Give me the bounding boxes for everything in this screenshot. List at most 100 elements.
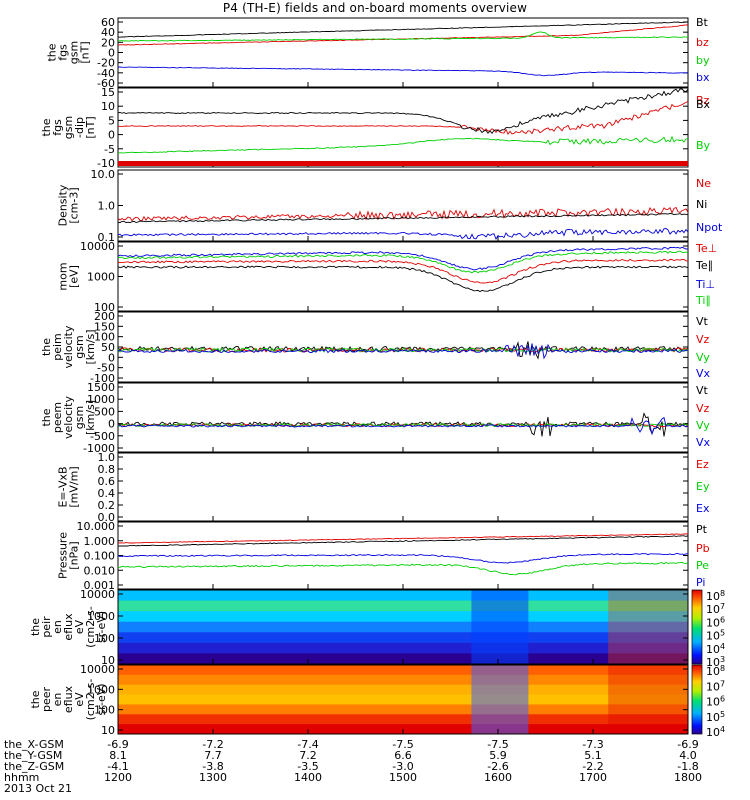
- panel-p8: 10.000 1.000 0.1000.010 0.001 Pressure[nPa] P…: [57, 520, 710, 592]
- spectrogram-band: [118, 621, 688, 633]
- y-tick-label: 0: [108, 418, 115, 431]
- y-tick-label: 1.0: [98, 200, 116, 213]
- footer-value: -1.8: [677, 760, 698, 773]
- y-axis-label: en: [51, 620, 64, 634]
- y-axis-label: eV: [73, 619, 86, 634]
- legend-Pt: Pt: [696, 523, 708, 536]
- y-axis-label: E=-VxB: [57, 466, 70, 507]
- footer-value: -6.9: [107, 738, 128, 751]
- colorbar-tick-label: 104: [706, 642, 725, 656]
- y-tick-label: -5: [104, 143, 115, 156]
- y-axis-label: peim: [51, 333, 64, 361]
- y-axis-label: the: [40, 408, 53, 426]
- y-tick-label: 10.000: [77, 520, 116, 533]
- y-axis-label: Pressure: [57, 532, 70, 579]
- footer-value: 1300: [199, 771, 227, 784]
- footer-value: -6.9: [677, 738, 698, 751]
- spectrogram-band: [118, 653, 688, 665]
- y-tick-label: -10: [97, 157, 115, 170]
- y-axis-label: fgs: [51, 119, 64, 136]
- y-tick-label: 10: [101, 100, 115, 113]
- y-axis-label: sr-eV): [95, 611, 108, 643]
- footer-value: -3.8: [202, 760, 223, 773]
- y-axis-label: -dip: [73, 117, 86, 138]
- y-axis-label: [nT]: [84, 116, 97, 138]
- spectrogram-dropout: [471, 665, 529, 734]
- footer-value: 1600: [484, 771, 512, 784]
- footer-value: 7.7: [204, 749, 222, 762]
- y-axis-label: mom: [57, 262, 70, 290]
- y-tick-label: -500: [90, 430, 115, 443]
- legend-Ni: Ni: [696, 198, 707, 211]
- y-tick-label: 0.6: [98, 475, 116, 488]
- date-label: 2013 Oct 21: [4, 782, 72, 795]
- series-line-Bz: [118, 100, 689, 136]
- y-tick-label: 150: [94, 320, 115, 333]
- quality-flag-band: [118, 161, 688, 166]
- colorbar-tick-label: 105: [706, 710, 725, 724]
- y-tick-label: 20: [101, 36, 115, 49]
- y-axis-label: eflux: [62, 685, 75, 713]
- series-line-Pe: [117, 561, 689, 576]
- series-line-Ti⊥: [117, 246, 689, 271]
- legend-Ti⊥: Ti⊥: [695, 278, 715, 291]
- y-tick-label: 200: [94, 310, 115, 323]
- y-axis-label: the: [46, 43, 59, 61]
- spectrogram-band: [118, 684, 688, 696]
- footer-row-label: the_Y-GSM: [4, 749, 62, 762]
- y-tick-label: 1000: [87, 271, 115, 284]
- footer-value: -4.1: [107, 760, 128, 773]
- y-tick-label: 40: [101, 26, 115, 39]
- y-axis-label: [eV]: [68, 265, 81, 288]
- y-tick-label: -60: [97, 77, 115, 90]
- footer-value: 1500: [389, 771, 417, 784]
- y-tick-label: 1000: [87, 683, 115, 696]
- y-axis-label: gsm: [62, 116, 75, 139]
- axes-frame: [117, 87, 689, 168]
- footer-value: 5.1: [584, 749, 602, 762]
- legend-Ne: Ne: [696, 177, 711, 190]
- footer-value: 7.2: [299, 749, 317, 762]
- footer-value: 1400: [294, 771, 322, 784]
- footer-value: -3.5: [297, 760, 318, 773]
- y-tick-label: -50: [97, 362, 115, 375]
- legend-Ti∥: Ti∥: [695, 294, 711, 307]
- panel-p4: 10000 1000 100 mom[eV] Te⊥ Te∥ Ti⊥ Ti∥: [57, 240, 718, 314]
- series-line-Ni: [117, 213, 689, 224]
- series-line-Vx: [117, 343, 689, 360]
- footer-row-label: hhmm: [4, 771, 39, 784]
- y-tick-label: 10000: [80, 588, 115, 601]
- legend-Vy: Vy: [696, 351, 710, 364]
- series-line-Bx: [117, 88, 689, 135]
- y-tick-label: 100: [94, 632, 115, 645]
- footer-value: -7.3: [582, 738, 603, 751]
- legend-Vt: Vt: [696, 315, 709, 328]
- legend-Ex: Ex: [696, 502, 710, 515]
- y-tick-label: 5: [108, 114, 115, 127]
- series-line-Te⊥: [117, 258, 688, 284]
- colorbar-tick-label: 105: [706, 629, 725, 643]
- y-axis-label: [km/s]: [84, 329, 97, 364]
- footer-value: 1800: [674, 771, 702, 784]
- y-axis-label: sr-eV): [95, 683, 108, 715]
- y-axis-label: gsm: [73, 335, 86, 358]
- series-line-Bt: [117, 21, 689, 38]
- series-line-Pt: [117, 535, 689, 547]
- colorbar-tick-label: 107: [706, 679, 725, 693]
- y-tick-label: -1000: [83, 442, 115, 455]
- y-tick-label: 0.010: [84, 564, 116, 577]
- y-axis-label: [cm-3]: [68, 187, 81, 223]
- y-axis-label: [nT]: [79, 41, 92, 63]
- legend-Vx: Vx: [696, 367, 711, 380]
- footer-value: -7.2: [202, 738, 223, 751]
- y-axis-label: the: [29, 690, 42, 708]
- spectrogram-dropout: [471, 590, 529, 664]
- y-axis-label: (cm2-s-: [84, 679, 97, 721]
- colorbar-tick-label: 106: [706, 615, 725, 629]
- y-axis-label: velocity: [62, 396, 75, 439]
- y-tick-label: 10000: [80, 663, 115, 676]
- spectrogram-band: [118, 665, 688, 676]
- footer-value: -2.2: [582, 760, 603, 773]
